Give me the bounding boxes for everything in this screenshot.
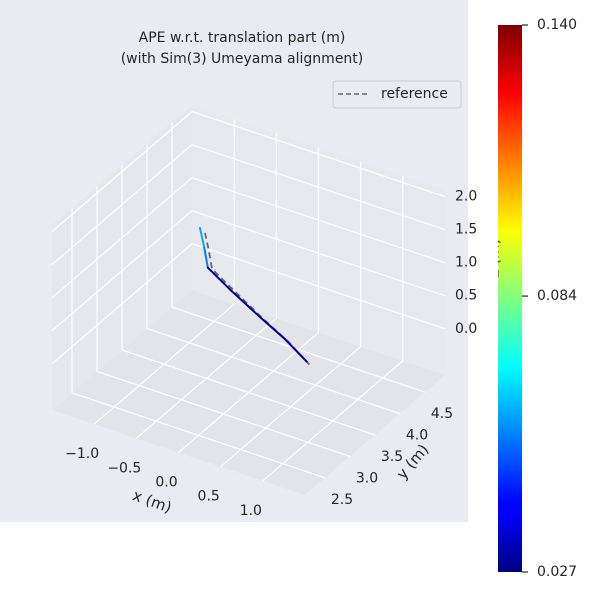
z-tick-label: 2.0 [455,189,477,205]
grid-line [51,243,193,365]
grid-line [191,243,446,330]
estimate-segment [230,290,259,317]
y-tick-label: 4.5 [431,406,453,422]
grid-line [51,144,193,266]
grid-line [191,210,446,297]
chart-subtitle: (with Sim(3) Umeyama alignment) [121,51,364,67]
colorbar-tick-label: 0.140 [537,17,577,33]
x-tick-label: −0.5 [107,460,141,476]
grid-line [71,392,326,479]
estimate-segment [203,246,209,269]
estimate-segment [206,266,233,293]
estimate-segment [283,337,308,363]
legend-label: reference [381,86,448,102]
grid-line [121,349,376,436]
y-tick-label: 3.5 [381,449,403,465]
grid-line [96,370,351,457]
legend-box [332,80,462,109]
chart-title: APE w.r.t. translation part (m) [139,30,346,46]
x-tick-label: 1.0 [240,503,262,519]
label-cover [487,230,498,290]
z-tick-label: 1.5 [455,222,477,238]
grid-line [171,306,426,393]
grid-line [191,177,446,264]
y-tick-label: 2.5 [331,492,353,508]
z-tick-label: 1.0 [455,255,477,271]
grid-line [191,144,446,231]
x-tick-label: 0.0 [155,475,177,491]
grid-line [191,111,446,198]
x-tick-label: −1.0 [65,446,99,462]
colorbar-tick-label: 0.027 [537,564,577,580]
colorbar [498,25,522,572]
grid-line [51,210,193,332]
x-tick-label: 0.5 [198,489,220,505]
z-tick-label: 0.0 [455,321,477,337]
estimate-segment [256,314,286,340]
legend: reference [332,80,462,109]
estimate-segment [198,226,206,249]
colorbar-tick-label: 0.084 [537,288,577,304]
y-tick-label: 3.0 [356,470,378,486]
y-tick-label: 4.0 [406,428,428,444]
grid-line [146,328,401,415]
z-tick-label: 0.5 [455,288,477,304]
grid-line [51,177,193,299]
grid-line [51,111,193,233]
